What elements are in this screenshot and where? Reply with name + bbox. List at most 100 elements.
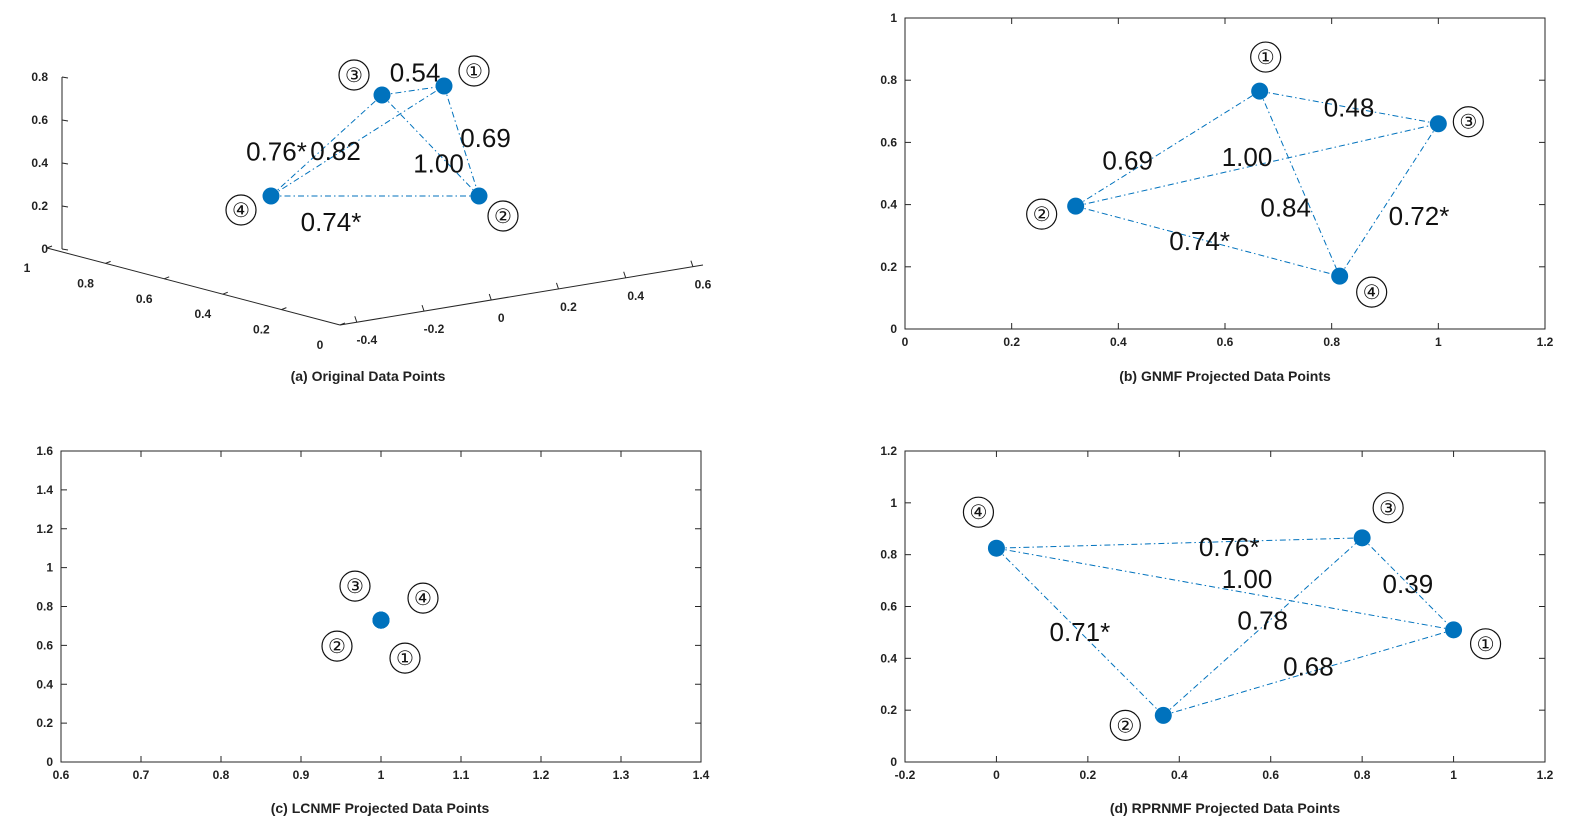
x-tick-mark [281,307,287,311]
x-tick-label: 0.6 [1262,768,1279,782]
x-tick-label: 0.4 [1171,768,1188,782]
y-tick-mark [354,316,358,323]
x-tick-label: 1 [1450,768,1457,782]
edge-weight-label: 0.74* [301,207,362,237]
data-point [372,611,390,629]
x-tick-label: 1 [1435,335,1442,349]
z-tick-label: 0.6 [31,113,48,127]
y-tick-label: 0.6 [36,638,53,652]
edge-weight-label: 1.00 [1222,564,1273,594]
point-label-ring [225,194,257,226]
point-label: ③ [346,574,364,598]
x-tick-label: 1 [24,261,31,275]
edge-weight-label: 0.82 [310,136,361,166]
point-label-ring [407,582,439,614]
point-label-ring [1026,198,1058,230]
panel-a-original-data-points: 0 0.2 0.4 0.6 0.8 1 0.8 0.6 0.4 0.2 0 -0.4 -0.2 0 0.2 0… [24,55,712,384]
edge-weight-label: 0.78 [1237,606,1288,636]
edge-weight-label: 0.71* [1049,617,1110,647]
edge-line [443,85,480,197]
y-tick-mark [690,260,694,267]
x-tick-label: 0.4 [1110,335,1127,349]
point-label: ④ [232,198,250,222]
point-label-ring [1356,276,1388,308]
edge-weight-label: 1.00 [1222,142,1273,172]
x-tick-label: 1.2 [1537,335,1554,349]
y-tick-label: 0.6 [880,600,897,614]
x-tick-label: 0.6 [136,292,153,306]
edge-line [996,537,1363,549]
x-tick-label: 0.8 [1323,335,1340,349]
edge-line [996,547,1164,716]
point-label: ② [494,204,512,228]
data-point [1154,706,1172,724]
panel-c-lcnmf-projected-data-points: 0.6 0.7 0.8 0.9 1 1.1 1.2 1.3 1.4 0 0.2 0.4 0.6 0.8 1 1… [36,444,709,816]
data-point [373,86,391,104]
data-point [1067,197,1085,215]
z-tick-mark [61,119,69,122]
y-tick-label: 0.6 [695,278,712,292]
edge-line [381,94,480,197]
y-tick-label: -0.2 [424,322,445,336]
edge-weight-label: 0.74* [1169,226,1230,256]
edge-line [270,94,383,197]
data-point [470,187,488,205]
edge-weight-label: 0.69 [1102,146,1153,176]
y-tick-label: 0.4 [36,677,53,691]
z-tick-label: 0.8 [31,70,48,84]
data-point [1445,621,1463,639]
y-tick-label: 0.2 [880,703,897,717]
y-tick-label: -0.4 [356,333,377,347]
edge-weight-label: 0.72* [1389,201,1450,231]
x-tick-label: 0.2 [1003,335,1020,349]
point-label-ring [1250,41,1282,73]
edge-weight-label: 0.76* [1199,532,1260,562]
edge-line [1163,629,1454,716]
x-tick-label: 0.8 [77,276,94,290]
point-label-ring [1372,492,1404,524]
edge-weight-label: 0.84 [1260,193,1311,223]
y-tick-label: 0.2 [36,716,53,730]
x-tick-label: 0 [993,768,1000,782]
point-label: ① [465,59,483,83]
x-tick-label: 0.2 [253,323,270,337]
data-point [987,539,1005,557]
y-tick-label: 0 [46,755,53,769]
x-axis-line [46,247,341,326]
x-tick-label: 0.2 [1080,768,1097,782]
point-label: ② [328,634,346,658]
point-label-ring [338,59,370,91]
y-tick-label: 1.6 [36,444,53,458]
point-label: ② [1116,713,1134,737]
z-tick-label: 0 [41,242,48,256]
point-label-ring [321,630,353,662]
panel-b-gnmf-projected-data-points: 0 0.2 0.4 0.6 0.8 1 1.2 0 0.2 0.4 0.6 0.8 1 0.69 0.48 1… [880,11,1553,384]
x-tick-label: 0 [902,335,909,349]
x-tick-label: 0.8 [1354,768,1371,782]
point-label: ④ [1363,280,1381,304]
point-label-ring [339,570,371,602]
edge-weight-label: 0.68 [1283,652,1334,682]
point-label: ① [396,646,414,670]
edge-line [1259,90,1341,277]
y-tick-label: 0.8 [880,73,897,87]
z-tick-label: 0.4 [31,156,48,170]
y-tick-label: 0.6 [880,135,897,149]
point-label-ring [1452,106,1484,138]
x-tick-label: 1.2 [1537,768,1554,782]
edge-line [1075,205,1340,277]
y-tick-label: 0 [498,311,505,325]
x-tick-label: 0 [317,338,324,352]
point-label-ring [1469,628,1502,660]
x-tick-label: 1.2 [533,768,550,782]
y-tick-mark [623,271,627,278]
point-label-ring [458,55,490,87]
axes-box [904,450,1546,763]
data-point [1331,267,1349,285]
chart-title: (a) Original Data Points [291,368,446,384]
y-tick-label: 1 [890,496,897,510]
x-tick-label: 1.1 [453,768,470,782]
data-point [262,187,280,205]
z-tick-label: 0.2 [31,199,48,213]
